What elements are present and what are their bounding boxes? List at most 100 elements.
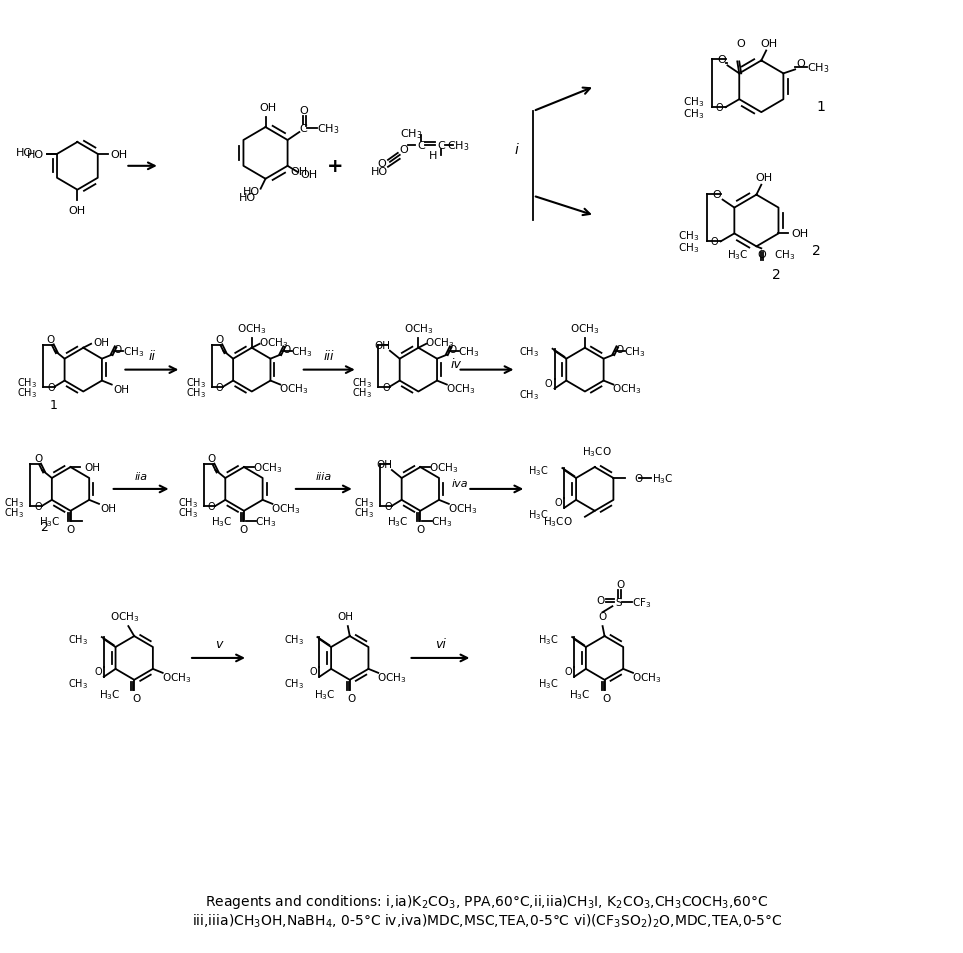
Text: O: O <box>616 579 624 590</box>
Text: H$_3$CO: H$_3$CO <box>582 445 612 458</box>
Text: H$_3$C: H$_3$C <box>39 515 61 528</box>
Text: O: O <box>47 335 55 344</box>
Text: iv: iv <box>450 357 461 371</box>
Text: CH$_3$: CH$_3$ <box>68 677 88 690</box>
Text: O: O <box>382 382 390 392</box>
Text: CH$_3$: CH$_3$ <box>447 139 469 152</box>
Text: CH$_3$: CH$_3$ <box>186 386 206 400</box>
Text: OCH$_3$: OCH$_3$ <box>426 335 455 350</box>
Text: OCH$_3$: OCH$_3$ <box>632 670 662 684</box>
Text: OCH$_3$: OCH$_3$ <box>252 460 282 475</box>
Text: H$_3$CO: H$_3$CO <box>543 515 573 528</box>
Text: OH: OH <box>101 503 117 514</box>
Text: CH$_3$: CH$_3$ <box>178 505 197 519</box>
Text: HO: HO <box>27 150 44 160</box>
Text: CH$_3$: CH$_3$ <box>122 344 143 358</box>
Text: CH$_3$: CH$_3$ <box>431 515 453 528</box>
Text: iii: iii <box>324 350 334 362</box>
Text: O: O <box>711 237 718 247</box>
Text: O: O <box>564 666 572 676</box>
Text: O: O <box>34 454 42 463</box>
Text: O: O <box>615 344 623 355</box>
Text: Reagents and conditions: i,ia)K$_2$CO$_3$, PPA,60°C,ii,iia)CH$_3$I, K$_2$CO$_3$,: Reagents and conditions: i,ia)K$_2$CO$_3… <box>205 892 768 909</box>
Text: H$_3$C: H$_3$C <box>99 687 120 700</box>
Text: v: v <box>215 638 222 650</box>
Text: OCH$_3$: OCH$_3$ <box>446 382 476 396</box>
Text: OH: OH <box>68 205 86 215</box>
Text: OCH$_3$: OCH$_3$ <box>237 321 267 335</box>
Text: O: O <box>299 106 308 116</box>
Text: OH: OH <box>291 167 308 176</box>
Text: OCH$_3$: OCH$_3$ <box>377 670 406 684</box>
Text: OCH$_3$: OCH$_3$ <box>272 501 300 516</box>
Text: O: O <box>216 382 223 392</box>
Text: O: O <box>400 145 408 154</box>
Text: CH$_3$: CH$_3$ <box>354 505 375 519</box>
Text: CH$_3$: CH$_3$ <box>519 388 539 402</box>
Text: O: O <box>603 693 611 703</box>
Text: CH$_3$: CH$_3$ <box>401 127 423 141</box>
Text: CH$_3$: CH$_3$ <box>5 496 24 509</box>
Text: O: O <box>216 335 223 344</box>
Text: CH$_3$: CH$_3$ <box>318 122 340 135</box>
Text: OCH$_3$: OCH$_3$ <box>110 610 139 623</box>
Text: CH$_3$: CH$_3$ <box>457 344 479 358</box>
Text: O: O <box>796 59 805 70</box>
Text: 1: 1 <box>50 398 58 412</box>
Text: ii: ii <box>148 350 155 362</box>
Text: O: O <box>310 666 317 676</box>
Text: O: O <box>66 524 75 534</box>
Text: O: O <box>555 497 562 507</box>
Text: H$_3$C: H$_3$C <box>529 507 549 521</box>
Text: CH$_3$: CH$_3$ <box>678 230 699 243</box>
Text: O: O <box>208 501 216 512</box>
Text: O: O <box>757 250 766 260</box>
Text: OH: OH <box>84 462 100 473</box>
Text: HO: HO <box>240 193 256 202</box>
Text: H$_3$C: H$_3$C <box>727 248 748 262</box>
Text: OH: OH <box>376 459 392 470</box>
Text: H: H <box>429 151 437 161</box>
Text: OCH$_3$: OCH$_3$ <box>612 382 641 396</box>
Text: HO: HO <box>371 167 388 176</box>
Text: OH: OH <box>761 38 778 49</box>
Text: C: C <box>299 124 307 134</box>
Text: H$_3$C: H$_3$C <box>387 515 408 528</box>
Text: OH: OH <box>792 229 809 239</box>
Text: HO: HO <box>244 187 260 196</box>
Text: H$_3$C: H$_3$C <box>538 633 559 646</box>
Text: iiia: iiia <box>316 472 332 481</box>
Text: i: i <box>514 143 518 156</box>
Text: CH$_3$: CH$_3$ <box>352 376 373 390</box>
Text: O: O <box>635 474 643 483</box>
Text: O: O <box>716 103 723 113</box>
Text: CH$_3$: CH$_3$ <box>255 515 276 528</box>
Text: O: O <box>377 158 386 169</box>
Text: OCH$_3$: OCH$_3$ <box>429 460 458 475</box>
Text: O: O <box>282 344 290 355</box>
Text: CH$_3$: CH$_3$ <box>284 633 303 646</box>
Text: CH$_3$: CH$_3$ <box>683 95 704 109</box>
Text: CH$_3$: CH$_3$ <box>624 344 645 358</box>
Text: O: O <box>717 55 726 66</box>
Text: OH: OH <box>259 103 276 113</box>
Text: O: O <box>240 524 248 534</box>
Text: CH$_3$: CH$_3$ <box>519 344 539 358</box>
Text: O: O <box>416 524 425 534</box>
Text: O: O <box>132 693 141 703</box>
Text: OH: OH <box>111 150 128 160</box>
Text: H$_3$C: H$_3$C <box>211 515 232 528</box>
Text: H$_3$C: H$_3$C <box>529 464 549 477</box>
Text: CH$_3$: CH$_3$ <box>774 248 795 262</box>
Text: 1: 1 <box>817 100 825 114</box>
Text: OCH$_3$: OCH$_3$ <box>162 670 191 684</box>
Text: OH: OH <box>338 612 353 621</box>
Text: O: O <box>94 666 102 676</box>
Text: S: S <box>615 598 621 608</box>
Text: OH: OH <box>374 340 390 351</box>
Text: CH$_3$: CH$_3$ <box>5 505 24 519</box>
Text: 2: 2 <box>812 244 820 258</box>
Text: OCH$_3$: OCH$_3$ <box>570 321 600 335</box>
Text: CH$_3$: CH$_3$ <box>68 633 88 646</box>
Text: OH: OH <box>92 337 109 348</box>
